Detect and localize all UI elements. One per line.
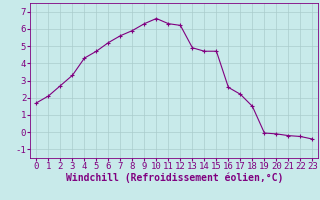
X-axis label: Windchill (Refroidissement éolien,°C): Windchill (Refroidissement éolien,°C) [66,173,283,183]
